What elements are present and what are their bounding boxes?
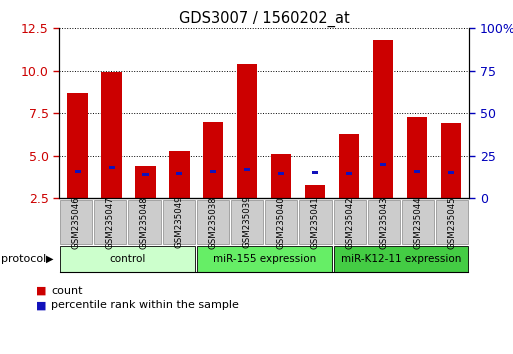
Text: ■: ■ <box>36 286 46 296</box>
Bar <box>176 172 183 175</box>
Text: GSM235045: GSM235045 <box>448 196 457 249</box>
Bar <box>441 124 461 198</box>
Bar <box>271 154 291 198</box>
Bar <box>203 122 224 198</box>
Text: ■: ■ <box>36 300 46 310</box>
Text: percentile rank within the sample: percentile rank within the sample <box>51 300 239 310</box>
Bar <box>380 163 386 166</box>
Text: GSM235041: GSM235041 <box>311 196 320 249</box>
Text: miR-K12-11 expression: miR-K12-11 expression <box>341 254 461 264</box>
Text: GSM235043: GSM235043 <box>380 196 388 249</box>
Bar <box>373 40 393 198</box>
Bar <box>109 166 114 169</box>
Text: GSM235048: GSM235048 <box>140 196 149 249</box>
Text: GSM235042: GSM235042 <box>345 196 354 249</box>
Bar <box>102 73 122 198</box>
Bar <box>135 166 155 198</box>
Bar <box>169 151 190 198</box>
Text: GSM235039: GSM235039 <box>243 196 251 249</box>
Text: GSM235049: GSM235049 <box>174 196 183 249</box>
Text: GSM235038: GSM235038 <box>208 196 218 249</box>
Bar <box>68 93 88 198</box>
Title: GDS3007 / 1560202_at: GDS3007 / 1560202_at <box>179 11 349 27</box>
Bar <box>448 171 454 175</box>
Bar <box>407 117 427 198</box>
Bar <box>244 168 250 171</box>
Text: GSM235046: GSM235046 <box>72 196 81 249</box>
Bar <box>339 134 359 198</box>
Bar <box>305 185 325 198</box>
Text: protocol: protocol <box>1 254 46 264</box>
Text: GSM235047: GSM235047 <box>106 196 115 249</box>
Text: count: count <box>51 286 83 296</box>
Text: GSM235040: GSM235040 <box>277 196 286 249</box>
Text: GSM235044: GSM235044 <box>413 196 423 249</box>
Text: miR-155 expression: miR-155 expression <box>212 254 316 264</box>
Bar <box>414 170 420 173</box>
Bar <box>237 64 258 198</box>
Bar <box>74 170 81 173</box>
Bar <box>278 172 284 175</box>
Text: ▶: ▶ <box>46 254 54 264</box>
Bar <box>210 170 216 173</box>
Bar <box>143 173 149 176</box>
Bar <box>346 172 352 175</box>
Text: control: control <box>109 254 146 264</box>
Bar <box>312 171 318 175</box>
